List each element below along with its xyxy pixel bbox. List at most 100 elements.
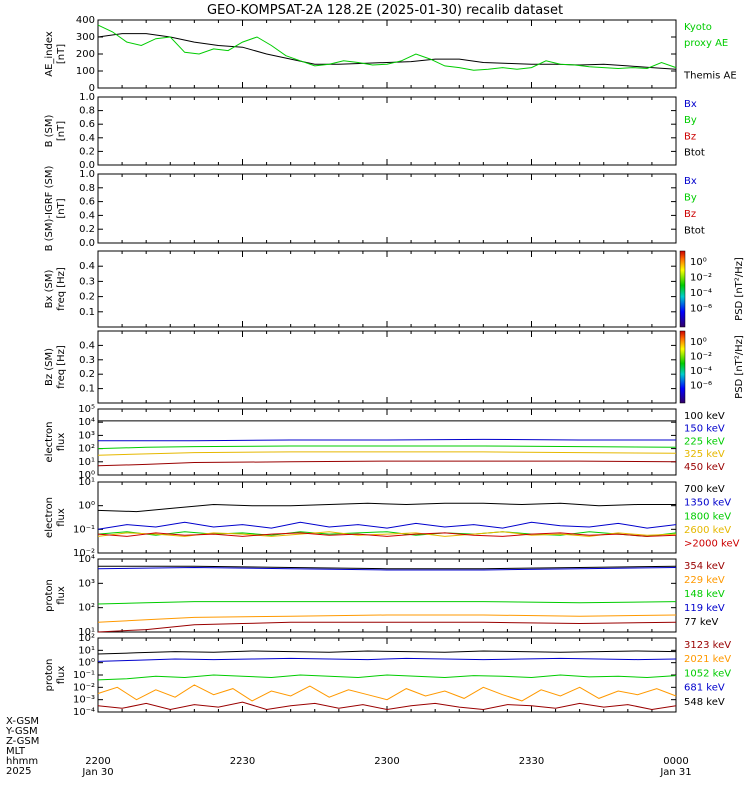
series-line <box>97 451 677 456</box>
xaxis-row-label: MLT <box>6 746 26 757</box>
series-line <box>97 701 677 711</box>
xtick-time: 2230 <box>230 756 255 767</box>
series-line <box>97 684 677 702</box>
ytick-label: 0.4 <box>79 261 95 272</box>
ytick-label: 10⁻¹ <box>73 670 95 681</box>
series-line <box>98 565 677 570</box>
ylabel: freq [Hz] <box>56 345 67 389</box>
legend-entry: 225 keV <box>684 436 725 447</box>
xtick-time: 2300 <box>374 756 399 767</box>
legend-entry: 1052 keV <box>684 668 731 679</box>
ytick-label: 0.8 <box>79 106 95 117</box>
legend-entry: Bx <box>684 99 697 110</box>
legend-entry: By <box>684 115 697 126</box>
legend-entry: 2600 keV <box>684 525 731 536</box>
colorbar-label: PSD [nT²/Hz] <box>734 335 745 399</box>
series-line <box>97 502 676 513</box>
series-line <box>97 532 677 537</box>
series-line <box>97 601 677 605</box>
panel-frame <box>97 330 677 404</box>
xaxis-row-label: Z-GSM <box>6 736 39 747</box>
ytick-label: 10⁻² <box>73 548 95 559</box>
legend-entry: 1800 keV <box>684 511 731 522</box>
panel-frame <box>97 173 677 244</box>
ytick-label: 400 <box>76 15 95 26</box>
xaxis-row-label: hhmm <box>6 756 38 767</box>
legend-entry: Bx <box>684 176 697 187</box>
legend-entry: 77 keV <box>684 617 718 628</box>
ytick-label: 10³ <box>78 578 95 589</box>
legend-entry: 100 keV <box>684 411 725 422</box>
panel-bxspec: 0.1 0.2 0.3 0.4 Bx (SM) freq [Hz] 10⁰ 10⁻² 10⁻⁴ 1… <box>44 250 745 328</box>
ylabel: freq [Hz] <box>56 267 67 311</box>
ytick-label: 10⁰ <box>78 658 95 669</box>
legend-entry: 700 keV <box>684 484 725 495</box>
ytick-label: 0.6 <box>79 197 95 208</box>
ytick-label: 10⁻¹ <box>73 524 95 535</box>
legend-entry: Themis AE <box>683 71 737 82</box>
legend-entry: Btot <box>684 148 705 159</box>
ytick-label: 10⁴ <box>78 554 95 565</box>
ytick-label: 0.2 <box>79 146 95 157</box>
ytick-label: 0.1 <box>79 384 95 395</box>
ytick-label: 1.0 <box>79 92 95 103</box>
panel-bsm: 0.0 0.2 0.4 0.6 0.8 1.0 B (SM) [nT] Bx By Bz Btot <box>44 92 705 171</box>
colorbar-tick: 10⁻² <box>690 273 712 284</box>
ytick-label: 10¹ <box>78 627 95 638</box>
legend-entry: 148 keV <box>684 589 725 600</box>
ytick-label: 10² <box>78 633 95 644</box>
ylabel: electron <box>44 422 55 463</box>
legend-entry: Btot <box>684 225 705 236</box>
colorbar <box>679 250 686 328</box>
ytick-label: 10⁵ <box>78 404 95 415</box>
ytick-label: 0.2 <box>79 369 95 380</box>
legend-entry: Bz <box>684 209 696 220</box>
legend-entry: By <box>684 192 697 203</box>
ytick-label: 1.0 <box>79 169 95 180</box>
legend-entry: Kyoto <box>684 22 712 33</box>
colorbar-tick: 10⁻⁶ <box>690 304 712 315</box>
ytick-label: 10⁻² <box>73 682 95 693</box>
ytick-label: 0.3 <box>79 276 95 287</box>
legend-entry: 1350 keV <box>684 498 731 509</box>
xaxis-row-label: Y-GSM <box>5 726 38 737</box>
colorbar-tick: 10⁻² <box>690 352 712 363</box>
series-line <box>97 531 677 537</box>
legend-entry: 119 keV <box>684 603 725 614</box>
ylabel: [nT] <box>56 44 67 64</box>
ytick-label: 0 <box>89 83 95 94</box>
series-line <box>97 621 677 633</box>
colorbar-tick: 10⁰ <box>690 337 707 348</box>
colorbar-tick: 10⁻⁴ <box>690 366 712 377</box>
colorbar-tick: 10⁻⁴ <box>690 288 712 299</box>
panel-elec2: 10⁻² 10⁻¹ 10⁰ 10¹ electron flux 700 keV 1350 ke… <box>44 477 740 559</box>
panel-bzspec: 0.1 0.2 0.3 0.4 Bz (SM) freq [Hz] 10⁰ 10⁻² 10⁻⁴ 1… <box>44 330 745 404</box>
ylabel: [nT] <box>56 198 67 218</box>
ytick-label: 0.1 <box>79 307 95 318</box>
legend-entry: 3123 keV <box>684 640 731 651</box>
ytick-label: 10³ <box>78 430 95 441</box>
ytick-label: 0.6 <box>79 119 95 130</box>
series-line <box>97 674 677 681</box>
series-line <box>97 24 677 71</box>
legend-entry: 229 keV <box>684 575 725 586</box>
series-line <box>97 657 677 662</box>
ytick-label: 300 <box>76 32 95 43</box>
panel-frame <box>97 481 677 554</box>
legend-entry: 548 keV <box>684 697 725 708</box>
colorbar-tick: 10⁰ <box>690 257 707 268</box>
ytick-label: 10⁻⁴ <box>73 707 95 718</box>
legend-entry: 681 keV <box>684 683 725 694</box>
colorbar-label: PSD [nT²/Hz] <box>734 257 745 321</box>
ytick-label: 10¹ <box>78 477 95 488</box>
series-line <box>97 33 677 70</box>
ytick-label: 200 <box>76 49 95 60</box>
ytick-label: 10⁴ <box>78 417 95 428</box>
legend-entry: 325 keV <box>684 449 725 460</box>
series-line <box>97 460 677 467</box>
ylabel: proton <box>44 659 55 692</box>
ylabel: flux <box>56 433 67 452</box>
ytick-label: 0.8 <box>79 183 95 194</box>
